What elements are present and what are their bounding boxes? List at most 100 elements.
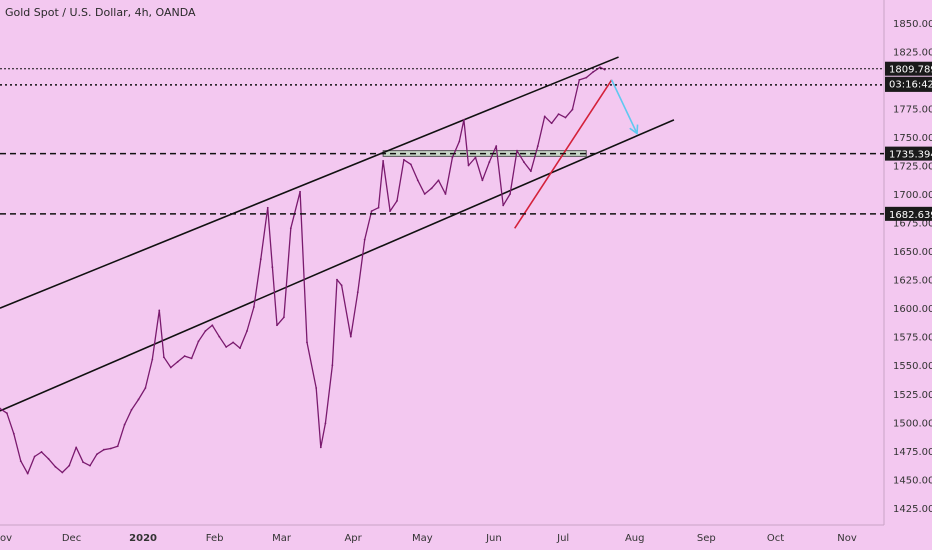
x-tick-label: Apr	[344, 533, 362, 544]
price-point	[6, 412, 8, 415]
price-point	[61, 471, 64, 474]
price-point	[130, 408, 133, 411]
price-point	[197, 340, 200, 343]
price-point	[151, 358, 154, 361]
price-point	[225, 346, 228, 348]
price-point	[218, 335, 221, 338]
price-point	[377, 206, 380, 209]
arrow-head	[629, 124, 639, 136]
price-point	[306, 341, 308, 344]
y-tick-label: 1575.000	[893, 333, 932, 344]
price-point	[40, 451, 43, 453]
price-point	[89, 464, 91, 467]
price-point	[239, 347, 241, 349]
x-tick-label: Nov	[837, 533, 857, 544]
price-point	[363, 238, 366, 241]
price-point	[474, 156, 477, 159]
price-point	[252, 306, 255, 308]
price-point	[585, 76, 588, 79]
price-point	[564, 116, 567, 119]
price-point	[423, 193, 426, 195]
level-tag-label: 1682.639	[889, 210, 932, 221]
channel-line	[0, 56, 619, 309]
price-point	[458, 140, 461, 143]
price-point	[324, 422, 327, 425]
chart-title: Gold Spot / U.S. Dollar, 4h, OANDA	[5, 6, 196, 19]
x-tick-label: Oct	[767, 533, 784, 544]
price-point	[599, 66, 602, 69]
price-point	[289, 227, 292, 230]
price-point	[578, 78, 581, 81]
price-point	[592, 71, 595, 73]
price-point	[550, 122, 553, 125]
price-point	[276, 324, 278, 327]
price-point	[211, 324, 214, 327]
price-point	[315, 387, 318, 389]
level-tag	[885, 61, 932, 76]
x-tick-label: Feb	[206, 533, 224, 544]
y-tick-label: 1725.000	[893, 161, 932, 172]
price-point	[495, 145, 498, 147]
price-series	[0, 66, 606, 475]
y-tick-label: 1625.000	[893, 276, 932, 287]
y-tick-label: 1550.000	[893, 361, 932, 372]
price-point	[96, 453, 98, 456]
y-tick-label: 1500.000	[893, 418, 932, 429]
price-point	[481, 179, 484, 182]
price-point	[232, 341, 235, 344]
price-point	[349, 335, 352, 338]
price-point	[271, 266, 274, 268]
y-tick-label: 1425.000	[893, 504, 932, 515]
price-point	[523, 161, 525, 163]
price-point	[75, 446, 78, 449]
price-point	[102, 448, 105, 451]
price-point	[463, 118, 465, 121]
price-point	[557, 113, 560, 116]
price-point	[488, 161, 491, 163]
x-tick-label: Nov	[0, 533, 12, 544]
price-point	[82, 461, 84, 464]
x-tick-label: Jul	[556, 533, 569, 544]
x-tick-label: Dec	[62, 533, 81, 544]
price-point	[467, 164, 470, 167]
price-point	[109, 447, 112, 450]
price-point	[190, 357, 193, 360]
channel-lines	[0, 56, 675, 412]
price-point	[529, 170, 532, 173]
price-point	[0, 407, 1, 410]
price-point	[536, 145, 539, 147]
price-point	[299, 190, 301, 193]
y-tick-label: 1675.000	[893, 219, 932, 230]
y-tick-label: 1825.000	[893, 47, 932, 58]
price-point	[356, 291, 359, 294]
price-point	[54, 465, 57, 468]
y-tick-label: 1475.000	[893, 447, 932, 458]
y-tick-label: 1650.000	[893, 247, 932, 258]
price-point	[123, 423, 126, 426]
price-point	[336, 278, 338, 281]
price-point	[340, 284, 343, 287]
y-tick-label: 1450.000	[893, 475, 932, 486]
x-tick-label: Sep	[697, 533, 716, 544]
price-point	[430, 187, 433, 190]
level-tag-label: 1735.394	[889, 150, 932, 161]
x-tick-label: Aug	[625, 533, 645, 544]
price-point	[33, 455, 36, 458]
arrow-shaft	[610, 79, 638, 134]
price-point	[409, 163, 412, 166]
price-point	[396, 199, 398, 202]
price-point	[162, 356, 165, 359]
price-point	[68, 464, 71, 467]
price-point	[437, 179, 440, 182]
price-point	[444, 193, 447, 195]
y-tick-label: 1700.000	[893, 190, 932, 201]
price-point	[204, 330, 207, 332]
price-point	[169, 366, 172, 369]
price-point	[389, 210, 391, 213]
price-point	[12, 432, 15, 435]
price-point	[516, 149, 518, 152]
y-tick-label: 1750.000	[893, 133, 932, 144]
price-point	[543, 115, 546, 118]
